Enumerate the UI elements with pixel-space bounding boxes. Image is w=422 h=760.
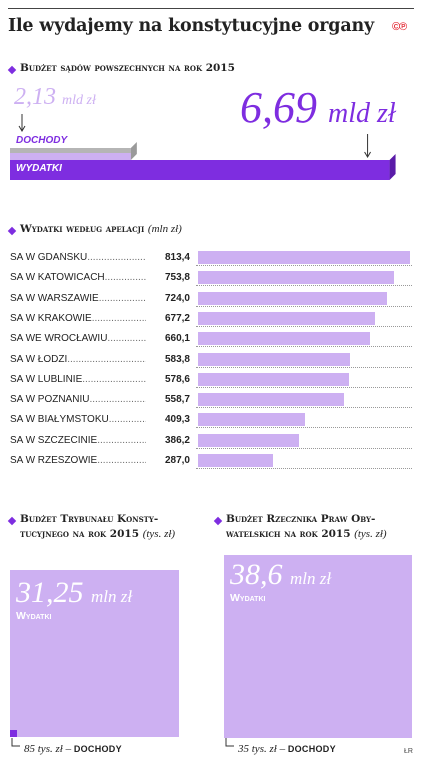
apelacja-bar bbox=[198, 393, 344, 407]
wydatki-value: 6,69 mld zł bbox=[240, 83, 396, 132]
section-bullet-icon bbox=[213, 516, 223, 526]
row-divider bbox=[196, 285, 412, 287]
apelacja-label: SA W GDAŃSKU ...........................… bbox=[10, 252, 188, 263]
bar-dochody-side bbox=[130, 142, 137, 160]
section-title-rpo: Budżet Rzecznika Praw Oby-watelskich na … bbox=[226, 513, 387, 540]
apelacja-label: SA W POZNANIU ..........................… bbox=[10, 394, 188, 406]
apelacja-value: 287,0 bbox=[146, 455, 190, 466]
apelacja-value: 724,0 bbox=[146, 292, 190, 304]
apelacja-label: SA W ŁODZI .............................… bbox=[10, 353, 184, 365]
bar-label-dochody: DOCHODY bbox=[16, 135, 68, 146]
author-credit: ŁR bbox=[404, 748, 413, 755]
row-divider bbox=[196, 305, 412, 307]
apelacja-label: SA W SZCZECINIE ........................… bbox=[10, 434, 188, 446]
apelacja-value: 386,2 bbox=[146, 434, 190, 446]
panel-rpo-wydatki bbox=[224, 555, 412, 738]
trybunal-wydatki-label: Wydatki bbox=[16, 610, 52, 622]
apelacja-bar bbox=[198, 433, 299, 447]
row-divider bbox=[196, 427, 412, 429]
bar-dochody-band bbox=[10, 148, 131, 153]
apelacja-bar bbox=[198, 372, 349, 386]
apelacja-bar bbox=[198, 413, 305, 427]
apelacja-value: 583,8 bbox=[146, 353, 190, 365]
section-bullet-icon bbox=[7, 65, 17, 75]
bar-wydatki bbox=[10, 160, 390, 180]
leader-wydatki-arrow bbox=[364, 151, 372, 158]
trybunal-wydatki-value: 31,25 mln zł bbox=[16, 576, 133, 609]
apelacja-bar bbox=[198, 352, 351, 366]
apelacja-label: SA W WARSZAWIE .........................… bbox=[10, 292, 188, 304]
section-bullet-icon bbox=[7, 516, 17, 526]
page-title: Ile wydajemy na konstytucyjne organy bbox=[8, 16, 374, 36]
bar-label-wydatki: WYDATKI bbox=[16, 163, 62, 174]
apelacja-bar bbox=[198, 251, 410, 264]
apelacja-value: 409,3 bbox=[146, 414, 190, 426]
apelacja-value: 578,6 bbox=[146, 373, 190, 385]
apelacja-bar bbox=[198, 332, 371, 346]
row-divider bbox=[196, 447, 412, 449]
leader-dochody-arrow bbox=[18, 125, 26, 132]
apelacja-bar bbox=[198, 454, 273, 467]
top-rule bbox=[8, 8, 414, 9]
apelacja-bar bbox=[198, 271, 395, 285]
trybunal-dochody-mark bbox=[10, 730, 17, 737]
bar-wydatki-side bbox=[389, 154, 396, 180]
rpo-wydatki-value: 38,6 mln zł bbox=[230, 558, 332, 591]
apelacja-label: SA W LUBLINIE ..........................… bbox=[10, 373, 188, 385]
row-divider bbox=[196, 325, 412, 327]
apelacja-bar bbox=[198, 311, 375, 325]
row-divider bbox=[196, 407, 412, 409]
section-title-apelacje: Wydatki według apelacji (mln zł) bbox=[20, 223, 182, 235]
budget-bars-chart bbox=[10, 114, 396, 180]
connector-line-icon bbox=[225, 738, 234, 747]
apelacja-value: 677,2 bbox=[146, 312, 190, 324]
panel-trybunal-wydatki bbox=[10, 570, 179, 737]
section-title-sady: Budżet sądów powszechnych na rok 2015 bbox=[20, 62, 235, 74]
brand-logo: ©℗ bbox=[392, 21, 407, 33]
row-divider bbox=[196, 366, 412, 368]
apelacja-value: 753,8 bbox=[146, 272, 190, 284]
apelacja-label: SA W RZESZOWIE .........................… bbox=[10, 455, 188, 466]
trybunal-dochody-note: 85 tys. zł – DOCHODY bbox=[24, 743, 122, 755]
rpo-dochody-note: 35 tys. zł – DOCHODY bbox=[238, 743, 336, 755]
section-title-trybunal: Budżet Trybunału Konsty-tucyjnego na rok… bbox=[20, 513, 176, 540]
dochody-value: 2,13 mld zł bbox=[14, 84, 96, 110]
connector-line-icon bbox=[11, 738, 20, 747]
row-divider bbox=[196, 386, 412, 388]
apelacja-bar bbox=[198, 291, 387, 305]
row-divider bbox=[196, 265, 412, 266]
rpo-wydatki-label: Wydatki bbox=[230, 592, 266, 604]
apelacja-value: 813,4 bbox=[146, 252, 190, 263]
row-divider bbox=[196, 346, 412, 348]
apelacja-value: 660,1 bbox=[146, 333, 190, 345]
row-divider bbox=[196, 468, 412, 469]
apelacja-label: SA W KRAKOWIE ..........................… bbox=[10, 312, 188, 324]
apelacja-value: 558,7 bbox=[146, 394, 190, 406]
